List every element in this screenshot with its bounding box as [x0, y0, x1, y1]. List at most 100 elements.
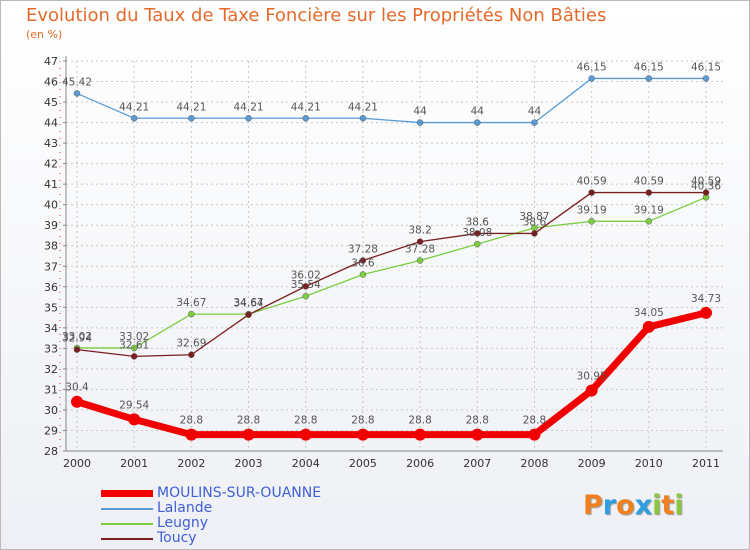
legend-swatch-moulins [101, 490, 153, 497]
x-tick-label: 2010 [635, 457, 663, 470]
chart-subtitle: (en %) [26, 28, 63, 41]
y-tick-label: 32 [44, 363, 58, 376]
series-line-lalande [76, 77, 706, 124]
y-tick-label: 37 [44, 260, 58, 273]
data-label: 29.54 [119, 399, 149, 411]
y-tick-label: 34 [44, 322, 58, 335]
legend-swatch-toucy [101, 538, 153, 540]
y-tick-label: 47 [44, 55, 58, 68]
data-label: 39.19 [634, 204, 664, 216]
data-point [474, 230, 481, 237]
y-tick-label: 41 [44, 178, 58, 191]
data-point [302, 283, 309, 290]
x-tick-label: 2006 [406, 457, 434, 470]
data-point [588, 75, 595, 82]
data-label: 28.8 [408, 415, 431, 427]
x-tick-label: 2001 [120, 457, 148, 470]
y-tick-label: 28 [44, 445, 58, 458]
data-label: 28.8 [180, 415, 203, 427]
data-label: 44.21 [348, 101, 378, 113]
data-point [130, 353, 138, 360]
y-tick-label: 39 [44, 219, 58, 232]
x-tick-label: 2005 [349, 457, 377, 470]
data-point [130, 115, 138, 122]
data-label: 39.19 [577, 204, 607, 216]
data-label: 34.67 [176, 297, 206, 309]
data-label: 38.87 [519, 211, 549, 223]
data-point [474, 119, 481, 126]
y-tick-label: 43 [44, 137, 58, 150]
y-tick-label: 30 [44, 404, 58, 417]
data-point [645, 218, 653, 225]
data-label: 34.64 [234, 298, 264, 310]
data-point [642, 320, 655, 333]
data-label: 37.28 [405, 244, 435, 256]
data-point [245, 115, 252, 122]
data-label: 40.59 [634, 176, 664, 188]
x-tick-label: 2008 [520, 457, 548, 470]
y-axis: 28 29 30 31 32 33 34 35 36 37 38 39 40 41 42 43 44 45 46 47 [44, 55, 67, 458]
data-point [416, 257, 424, 264]
data-point [414, 428, 427, 441]
data-point [188, 351, 195, 358]
legend-swatch-lalande [101, 508, 153, 510]
data-label: 44.21 [119, 101, 149, 113]
data-point [73, 90, 81, 97]
series-group [71, 75, 712, 441]
logo-letter: P [583, 490, 603, 521]
data-label: 46.15 [577, 61, 607, 73]
data-point [71, 395, 83, 408]
data-label: 36.02 [291, 269, 321, 281]
data-point [474, 240, 481, 248]
data-label: 28.8 [237, 415, 260, 427]
series-line-leugny [77, 196, 707, 349]
logo-letter: t [661, 490, 675, 521]
data-point [531, 230, 538, 237]
data-point [645, 75, 653, 82]
legend-swatch-leugny [101, 523, 153, 525]
data-point [702, 189, 710, 196]
data-point [73, 346, 81, 353]
data-label: 37.28 [348, 244, 378, 256]
data-point [128, 413, 141, 426]
logo-letter: i [674, 490, 684, 521]
line-chart: 28 29 30 31 32 33 34 35 36 37 38 39 40 41 42 43 44 45 46 47… [44, 55, 723, 470]
data-label: 33.02 [62, 331, 92, 343]
logo-letter: r [602, 490, 617, 521]
data-label: 38.2 [408, 225, 431, 237]
x-tick-label: 2000 [63, 457, 91, 470]
data-label: 36.6 [351, 257, 375, 269]
y-tick-label: 38 [44, 240, 58, 253]
grid [66, 60, 723, 452]
chart-title: Evolution du Taux de Taxe Foncière sur l… [26, 5, 607, 26]
data-point [130, 344, 138, 352]
data-point [416, 238, 424, 245]
data-point [356, 428, 369, 441]
y-tick-label: 33 [44, 342, 58, 355]
data-label: 28.8 [294, 415, 317, 427]
data-labels: 45.42 44.21 44.21 44.21 44.21 44.21 44 44 44 46.1… [62, 61, 721, 426]
legend-label: Leugny [157, 515, 209, 531]
y-tick-label: 42 [44, 158, 58, 171]
data-point [700, 306, 712, 319]
y-tick-label: 44 [44, 117, 58, 130]
logo-letter: i [652, 490, 662, 521]
data-label: 28.8 [351, 415, 374, 427]
x-tick-label: 2002 [177, 457, 205, 470]
data-label: 44 [413, 106, 427, 118]
data-point [416, 119, 424, 126]
data-label: 44.21 [176, 101, 206, 113]
proxiti-logo: Proxiti [583, 490, 684, 521]
data-point [471, 428, 484, 441]
series-line-toucy [76, 191, 706, 358]
x-tick-label: 2003 [235, 457, 263, 470]
data-point [302, 292, 309, 300]
data-label: 44.21 [234, 101, 264, 113]
y-tick-label: 31 [44, 383, 58, 396]
data-point [588, 189, 595, 196]
data-label: 34.05 [634, 307, 664, 319]
data-point [188, 310, 195, 318]
data-point [245, 311, 252, 318]
legend-label: Lalande [157, 500, 213, 516]
